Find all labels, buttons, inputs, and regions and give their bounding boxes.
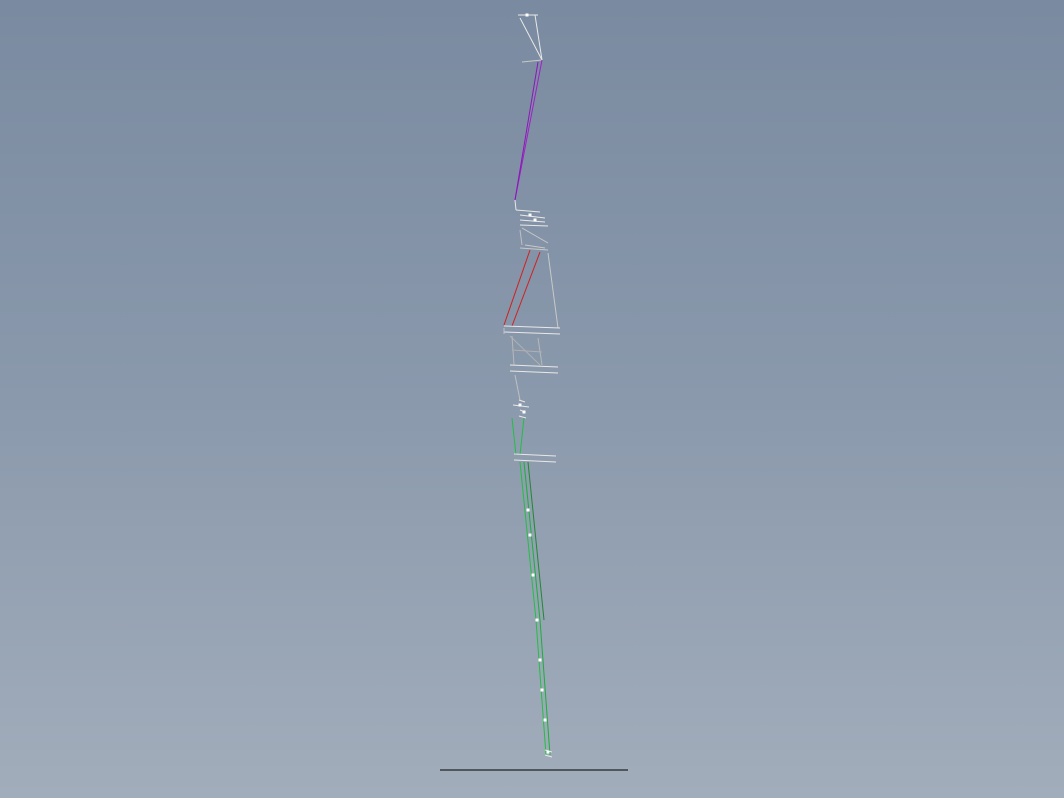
node-marker: [529, 534, 532, 537]
node-marker: [532, 574, 535, 577]
wireframe-canvas[interactable]: [0, 0, 1064, 798]
viewport-background: [0, 0, 1064, 798]
node-marker: [526, 14, 529, 17]
node-marker: [536, 619, 539, 622]
cad-viewport[interactable]: [0, 0, 1064, 798]
node-marker: [519, 404, 522, 407]
node-marker: [527, 509, 530, 512]
node-marker: [544, 719, 547, 722]
node-marker: [529, 214, 532, 217]
node-marker: [539, 659, 542, 662]
node-marker: [547, 751, 550, 754]
node-marker: [534, 219, 537, 222]
node-marker: [541, 689, 544, 692]
node-marker: [523, 411, 526, 414]
